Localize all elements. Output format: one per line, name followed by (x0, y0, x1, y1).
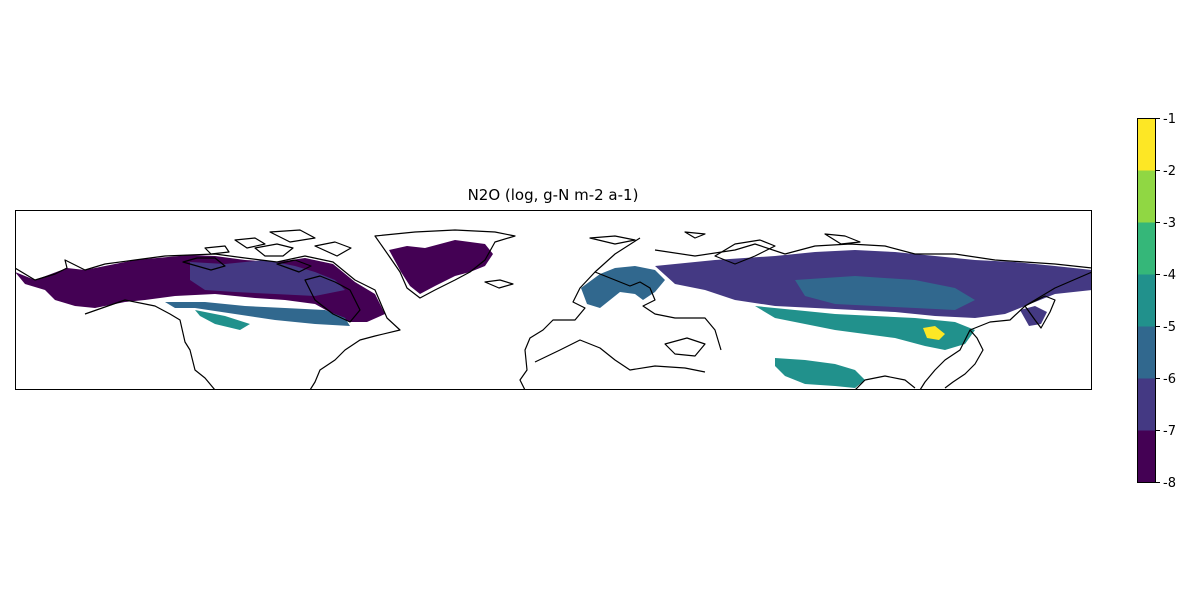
coastline-west-coast (84, 299, 216, 390)
colorbar-swatch (1138, 430, 1156, 483)
data-fill-layer (15, 240, 1092, 388)
map-title: N2O (log, g-N m-2 a-1) (467, 186, 639, 204)
coastline-novaya-zemlya (714, 239, 776, 265)
region-fill (923, 326, 945, 340)
coastline-north-america (15, 253, 401, 390)
colorbar-border (1137, 118, 1156, 483)
colorbar-tick-label: -2 (1163, 164, 1176, 179)
coastline-islands-north (589, 231, 861, 245)
region-fill (775, 358, 865, 388)
region-fill (195, 310, 250, 330)
colorbar-tick-label: -1 (1163, 112, 1176, 127)
colorbar-swatch (1138, 378, 1156, 431)
coastline-iceland (484, 279, 514, 289)
colorbar-swatch (1138, 118, 1156, 171)
colorbar-swatch (1138, 222, 1156, 275)
coastline-japan-sakhalin (944, 329, 984, 389)
colorbar: -8 -7 -6 -5 -4 -3 -2 -1 (1137, 112, 1176, 490)
colorbar-tick-label: -4 (1163, 268, 1176, 283)
region-fill (389, 240, 493, 294)
region-fill (755, 306, 975, 350)
colorbar-swatch (1138, 170, 1156, 223)
coastline-greenland (374, 229, 516, 299)
region-fill (581, 266, 665, 308)
colorbar-tick-label: -8 (1163, 476, 1176, 490)
colorbar-swatch (1138, 326, 1156, 379)
colorbar-swatches (1138, 118, 1156, 483)
coastline-mid-asia (854, 375, 916, 390)
colorbar-tick-label: -5 (1163, 320, 1176, 335)
map-panel (15, 210, 1092, 390)
coastline-layer (15, 229, 1092, 390)
colorbar-ticks: -8 -7 -6 -5 -4 -3 -2 -1 (1156, 112, 1176, 490)
colorbar-tick-label: -6 (1163, 372, 1176, 387)
colorbar-swatch (1138, 274, 1156, 327)
coastline-arctic-islands (182, 229, 352, 273)
colorbar-tick-label: -3 (1163, 216, 1176, 231)
region-fill (190, 260, 345, 296)
region-fill (1020, 306, 1047, 326)
coastline-mediterranean (534, 339, 706, 373)
coastline-asia-north (654, 243, 1092, 269)
map-border (15, 210, 1092, 390)
region-fill (795, 276, 975, 310)
region-fill (165, 302, 350, 326)
coastline-europe (519, 237, 641, 390)
colorbar-tick-label: -7 (1163, 424, 1176, 439)
coastline-black-sea (664, 337, 706, 357)
coastline-scandinavia (594, 271, 722, 351)
coastline-hudson-bay (304, 275, 361, 323)
coastline-kamchatka (1024, 295, 1056, 329)
